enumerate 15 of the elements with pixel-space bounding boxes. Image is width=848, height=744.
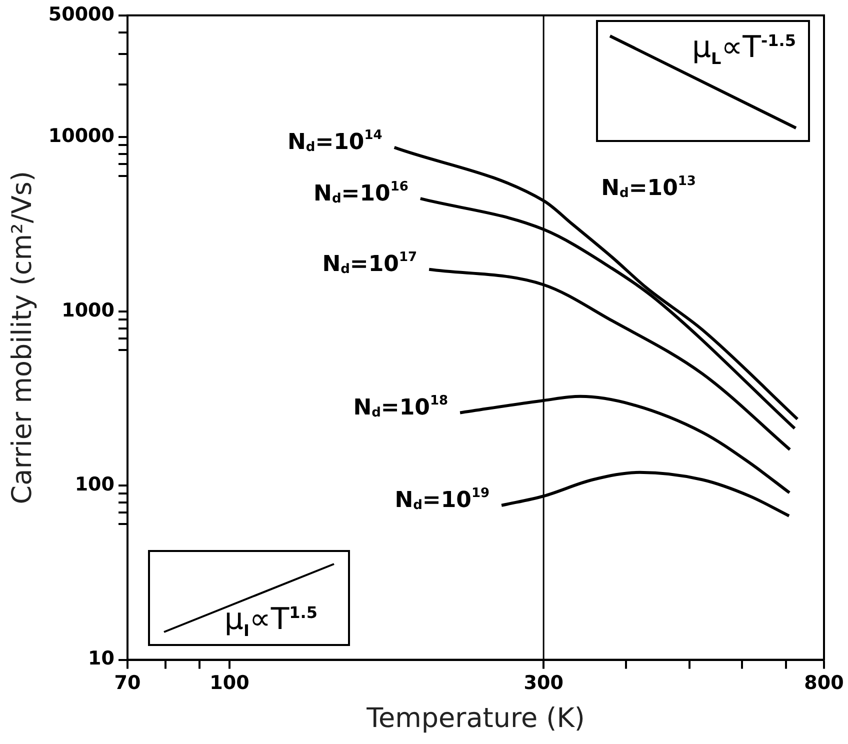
x-tick-label: 100	[210, 672, 250, 694]
y-tick-label: 100	[74, 474, 114, 496]
inset-box: μ$_{I}$∝T$^{1.5}$	[148, 550, 350, 646]
annotation: μ$_{L}$∝T$^{-1.5}$	[692, 30, 796, 68]
y-axis-title: Carrier mobility (cm²/Vs)	[7, 171, 38, 504]
annotation: μ$_{I}$∝T$^{1.5}$	[224, 602, 318, 640]
y-tick-label: 50000	[48, 3, 114, 26]
y-tick-label: 10000	[48, 125, 114, 148]
x-tick-label: 800	[804, 672, 844, 694]
y-tick-label: 10	[88, 648, 114, 670]
x-tick-label: 70	[114, 672, 141, 694]
y-tick-label: 1000	[62, 299, 114, 322]
inset-box: μ$_{L}$∝T$^{-1.5}$	[596, 20, 810, 142]
x-axis-title: Temperature (K)	[366, 702, 585, 734]
x-tick-label: 300	[524, 672, 564, 694]
